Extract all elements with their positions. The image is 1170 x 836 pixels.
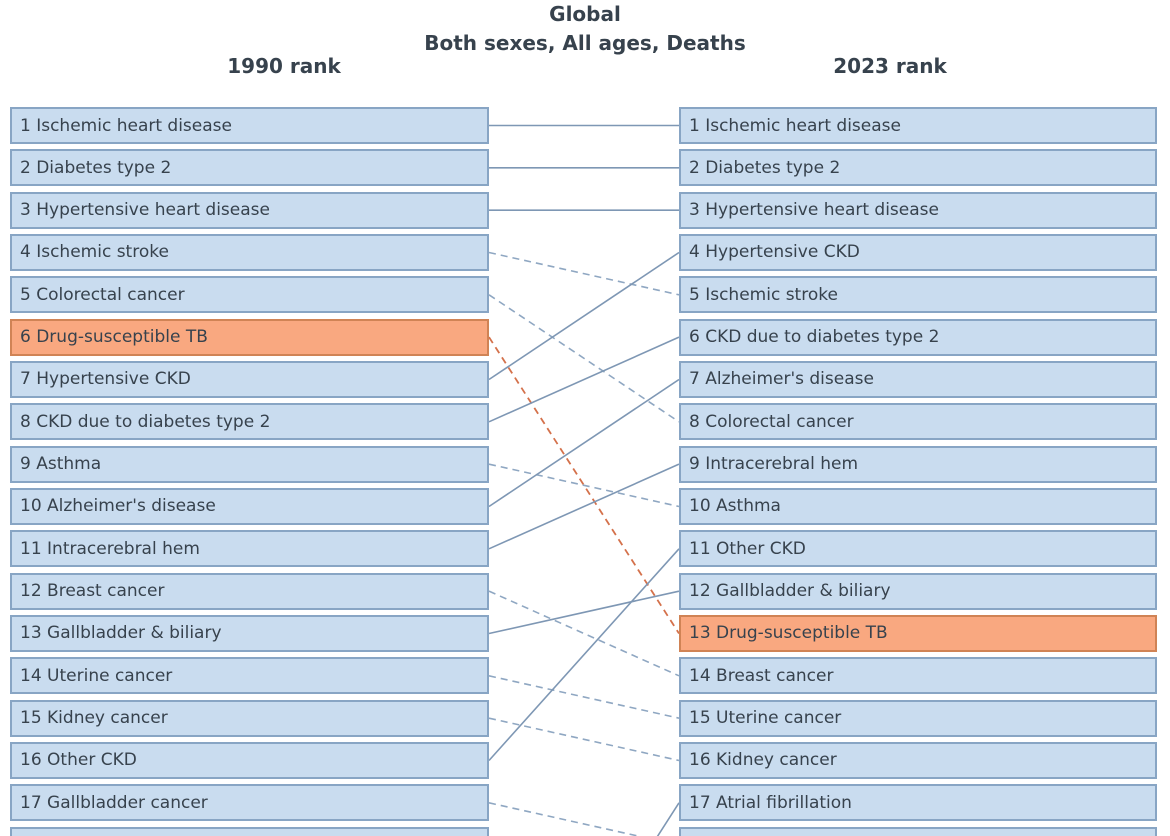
rank-link-kidney-cancer <box>488 717 680 762</box>
rank-box-left-5[interactable]: 5 Colorectal cancer <box>10 276 489 314</box>
title-block: Global Both sexes, All ages, Deaths <box>0 0 1170 58</box>
rank-box-right-15[interactable]: 15 Uterine cancer <box>679 699 1157 737</box>
rank-box-label: 4 Ischemic stroke <box>20 242 169 263</box>
rank-box-label: 15 Kidney cancer <box>20 708 168 729</box>
rank-box-left-11[interactable]: 11 Intracerebral hem <box>10 530 489 568</box>
rank-box-left-10[interactable]: 10 Alzheimer's disease <box>10 487 489 525</box>
rank-link-other-ckd <box>488 548 680 762</box>
rank-box-label: 11 Intracerebral hem <box>20 538 200 559</box>
rank-box-left-6[interactable]: 6 Drug-susceptible TB <box>10 318 489 356</box>
rank-box-right-18[interactable] <box>679 826 1157 836</box>
rank-box-left-2[interactable]: 2 Diabetes type 2 <box>10 149 489 187</box>
chart-title: Global <box>549 2 621 26</box>
rank-box-label: 5 Ischemic stroke <box>689 284 838 305</box>
rank-box-label: 10 Alzheimer's disease <box>20 496 216 517</box>
rank-box-left-16[interactable]: 16 Other CKD <box>10 741 489 779</box>
rank-box-left-15[interactable]: 15 Kidney cancer <box>10 699 489 737</box>
rank-box-label: 7 Alzheimer's disease <box>689 369 874 390</box>
left-column-header: 1990 rank <box>227 54 341 78</box>
rank-box-label: 16 Kidney cancer <box>689 750 837 771</box>
rank-box-label: 6 CKD due to diabetes type 2 <box>689 327 940 348</box>
rank-link-uterine-cancer <box>488 675 680 719</box>
rank-box-label: 2 Diabetes type 2 <box>689 157 841 178</box>
rank-link-asthma <box>488 463 680 508</box>
rank-box-label: 17 Gallbladder cancer <box>20 792 208 813</box>
rank-box-label: 4 Hypertensive CKD <box>689 242 860 263</box>
rank-link-hypertensive-ckd <box>488 251 680 381</box>
rank-link-ischemic-stroke <box>488 251 680 296</box>
rank-box-right-2[interactable]: 2 Diabetes type 2 <box>679 149 1157 187</box>
rank-box-label: 9 Intracerebral hem <box>689 454 859 475</box>
rank-box-label: 1 Ischemic heart disease <box>689 115 901 136</box>
rank-box-right-8[interactable]: 8 Colorectal cancer <box>679 403 1157 441</box>
rank-box-right-11[interactable]: 11 Other CKD <box>679 530 1157 568</box>
rank-box-right-1[interactable]: 1 Ischemic heart disease <box>679 107 1157 144</box>
rank-box-left-1[interactable]: 1 Ischemic heart disease <box>10 107 489 144</box>
rank-box-right-17[interactable]: 17 Atrial fibrillation <box>679 784 1157 822</box>
rank-box-left-18[interactable] <box>10 826 489 836</box>
rank-box-label: 7 Hypertensive CKD <box>20 369 191 390</box>
rank-box-label: 13 Drug-susceptible TB <box>689 623 888 644</box>
rank-box-label: 14 Breast cancer <box>689 665 834 686</box>
rank-box-left-13[interactable]: 13 Gallbladder & biliary <box>10 614 489 652</box>
rank-box-right-9[interactable]: 9 Intracerebral hem <box>679 445 1157 483</box>
rank-box-label: 8 CKD due to diabetes type 2 <box>20 411 271 432</box>
rank-box-label: 17 Atrial fibrillation <box>689 792 852 813</box>
rank-box-left-4[interactable]: 4 Ischemic stroke <box>10 233 489 271</box>
rank-box-right-10[interactable]: 10 Asthma <box>679 487 1157 525</box>
rank-box-right-3[interactable]: 3 Hypertensive heart disease <box>679 191 1157 229</box>
rank-box-left-7[interactable]: 7 Hypertensive CKD <box>10 360 489 398</box>
rank-link-alzheimer-s-disease <box>488 378 680 508</box>
rank-box-left-3[interactable]: 3 Hypertensive heart disease <box>10 191 489 229</box>
rank-box-left-9[interactable]: 9 Asthma <box>10 445 489 483</box>
rank-box-right-5[interactable]: 5 Ischemic stroke <box>679 276 1157 314</box>
rank-box-label: 3 Hypertensive heart disease <box>20 200 270 221</box>
rank-box-right-14[interactable]: 14 Breast cancer <box>679 657 1157 695</box>
rank-box-label: 11 Other CKD <box>689 538 806 559</box>
rank-box-right-4[interactable]: 4 Hypertensive CKD <box>679 233 1157 271</box>
rank-box-label: 5 Colorectal cancer <box>20 284 185 305</box>
rank-box-label: 1 Ischemic heart disease <box>20 115 232 136</box>
rank-link-colorectal-cancer <box>488 294 680 423</box>
rank-box-label: 10 Asthma <box>689 496 781 517</box>
rank-box-label: 15 Uterine cancer <box>689 708 842 729</box>
rank-box-left-17[interactable]: 17 Gallbladder cancer <box>10 784 489 822</box>
rank-link-gallbladder-cancer <box>488 802 642 836</box>
rank-link-atrial-fibrillation <box>656 802 680 836</box>
rank-box-label: 13 Gallbladder & biliary <box>20 623 222 644</box>
rank-box-right-6[interactable]: 6 CKD due to diabetes type 2 <box>679 318 1157 356</box>
rank-box-left-8[interactable]: 8 CKD due to diabetes type 2 <box>10 403 489 441</box>
rank-box-label: 14 Uterine cancer <box>20 665 173 686</box>
rank-box-label: 3 Hypertensive heart disease <box>689 200 939 221</box>
right-column-header: 2023 rank <box>833 54 947 78</box>
chart-subtitle: Both sexes, All ages, Deaths <box>424 31 746 55</box>
rank-box-left-14[interactable]: 14 Uterine cancer <box>10 657 489 695</box>
rank-link-intracerebral-hem <box>488 463 680 550</box>
rank-link-breast-cancer <box>488 590 680 677</box>
rank-link-gallbladder-biliary <box>488 590 680 635</box>
rank-box-right-16[interactable]: 16 Kidney cancer <box>679 741 1157 779</box>
rank-box-label: 2 Diabetes type 2 <box>20 157 172 178</box>
rank-link-ckd-due-to-diabetes-type-2 <box>488 336 680 423</box>
rank-box-right-13[interactable]: 13 Drug-susceptible TB <box>679 614 1157 652</box>
rank-box-right-12[interactable]: 12 Gallbladder & biliary <box>679 572 1157 610</box>
rank-box-label: 12 Breast cancer <box>20 581 165 602</box>
rank-box-label: 6 Drug-susceptible TB <box>20 327 208 348</box>
rank-box-label: 16 Other CKD <box>20 750 137 771</box>
rank-box-left-12[interactable]: 12 Breast cancer <box>10 572 489 610</box>
rank-box-label: 9 Asthma <box>20 454 102 475</box>
rank-box-right-7[interactable]: 7 Alzheimer's disease <box>679 360 1157 398</box>
rank-box-label: 8 Colorectal cancer <box>689 411 854 432</box>
rank-box-label: 12 Gallbladder & biliary <box>689 581 891 602</box>
